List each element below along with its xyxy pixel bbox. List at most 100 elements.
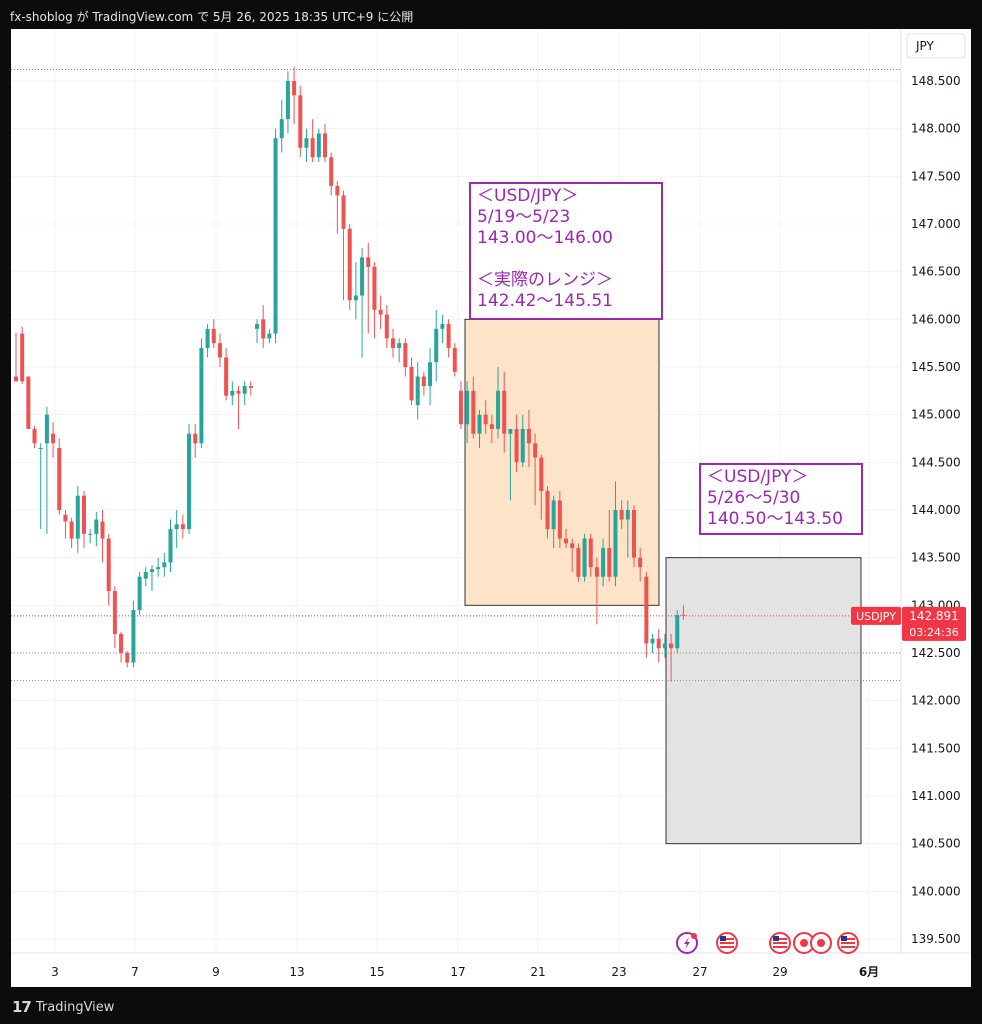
candle-body[interactable] [526,428,531,444]
candle-body[interactable] [267,333,272,339]
candle-body[interactable] [211,328,216,344]
candle-body[interactable] [403,343,408,367]
candle-body[interactable] [557,500,562,539]
candle-body[interactable] [26,376,31,429]
candle-body[interactable] [564,538,569,544]
candle-body[interactable] [452,347,457,372]
candle-body[interactable] [588,538,593,568]
candle-body[interactable] [106,538,111,592]
candle-body[interactable] [32,428,37,444]
candle-body[interactable] [57,448,62,510]
candle-body[interactable] [607,548,612,577]
candle-body[interactable] [205,328,210,348]
candle-body[interactable] [632,510,636,558]
candle-body[interactable] [261,319,266,339]
candle-body[interactable] [638,557,643,568]
candle-body[interactable] [440,324,445,329]
candle-body[interactable] [625,510,630,520]
candle-body[interactable] [489,424,494,429]
candle-body[interactable] [51,433,56,444]
candle-body[interactable] [273,138,278,334]
candle-body[interactable] [397,343,402,348]
forecast-range-box-week1[interactable] [464,318,660,606]
candle-body[interactable] [304,138,309,148]
candle-body[interactable] [298,95,303,148]
candle-body[interactable] [248,386,253,388]
candle-body[interactable] [119,633,124,653]
candle-body[interactable] [514,428,519,463]
candle-body[interactable] [100,521,105,539]
candle-body[interactable] [508,428,513,434]
candle-body[interactable] [125,653,130,663]
candle-body[interactable] [477,414,482,434]
candle-body[interactable] [292,81,297,96]
candle-body[interactable] [187,433,192,530]
candle-body[interactable] [341,195,346,229]
candle-body[interactable] [285,81,290,120]
candle-body[interactable] [366,257,371,267]
candle-body[interactable] [168,529,173,563]
candle-body[interactable] [14,376,18,382]
candle-body[interactable] [75,495,80,539]
candle-body[interactable] [675,614,680,649]
candle-body[interactable] [137,576,142,611]
candle-body[interactable] [409,367,414,401]
footer-brand[interactable]: 17 TradingView [12,998,114,1016]
candle-body[interactable] [582,538,587,577]
candle-body[interactable] [465,390,470,425]
candle-body[interactable] [539,457,544,491]
candle-body[interactable] [594,567,599,577]
candle-body[interactable] [601,548,606,577]
candle-body[interactable] [94,519,99,534]
candle-body[interactable] [650,638,655,644]
candle-body[interactable] [156,567,161,570]
candle-body[interactable] [44,414,49,444]
candle-body[interactable] [236,390,241,394]
candle-body[interactable] [162,562,167,568]
candle-body[interactable] [421,376,426,387]
candle-body[interactable] [143,571,148,579]
candle-body[interactable] [329,157,334,186]
candle-body[interactable] [217,343,222,358]
forecast-annotation-week2[interactable]: ＜USD/JPY＞ 5/26〜5/30 140.50〜143.50 [699,463,863,535]
candle-body[interactable] [496,390,501,429]
candle-body[interactable] [502,390,507,434]
candle-body[interactable] [662,643,667,649]
candle-body[interactable] [384,314,389,339]
candle-body[interactable] [619,510,624,520]
candle-body[interactable] [38,448,43,450]
candle-body[interactable] [347,228,352,301]
candle-body[interactable] [63,514,68,522]
candle-body[interactable] [224,357,229,396]
candle-body[interactable] [81,495,86,534]
candle-body[interactable] [242,386,247,394]
candle-body[interactable] [310,138,315,158]
candle-body[interactable] [613,510,618,577]
candle-body[interactable] [446,324,451,348]
candle-body[interactable] [88,533,93,535]
candle-body[interactable] [335,185,340,196]
candle-body[interactable] [483,414,488,425]
candle-body[interactable] [520,428,525,463]
candle-body[interactable] [112,591,117,634]
candle-body[interactable] [434,328,439,363]
candle-body[interactable] [551,500,556,530]
candle-body[interactable] [390,338,395,348]
candle-body[interactable] [69,521,74,539]
currency-box[interactable] [906,33,966,59]
candle-body[interactable] [193,433,198,444]
candle-body[interactable] [174,524,179,530]
candle-body[interactable] [533,443,538,458]
candle-body[interactable] [681,614,686,616]
candle-body[interactable] [669,643,674,649]
candle-body[interactable] [428,362,433,387]
candle-body[interactable] [656,638,661,649]
candle-body[interactable] [279,119,284,139]
candle-body[interactable] [644,576,649,644]
candle-body[interactable] [199,347,204,444]
candle-body[interactable] [131,610,136,663]
candle-body[interactable] [255,324,260,329]
candle-body[interactable] [149,569,154,572]
candle-body[interactable] [360,257,365,296]
candle-body[interactable] [415,376,420,406]
